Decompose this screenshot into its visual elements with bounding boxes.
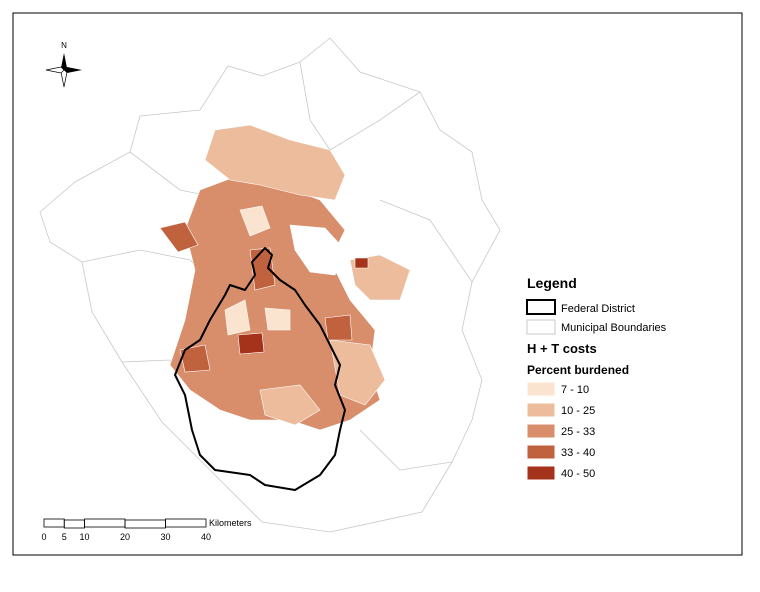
area-10-25 [259,384,321,426]
legend: Legend Federal District Municipal Bounda… [526,275,667,481]
legend-subtitle: H + T costs [527,341,597,356]
area-40-50 [237,332,265,355]
north-arrow: N [45,41,82,88]
arrow-part [64,67,82,73]
area-40-50 [354,257,369,269]
scale-segment [165,518,207,528]
area-10-25 [329,339,386,406]
scale-tick-label: 0 [41,532,46,542]
area-33-40 [324,314,353,341]
legend-swatch [526,444,556,460]
municipal-line [299,61,331,151]
legend-label: Federal District [561,303,635,315]
scale-tick-label: 40 [201,532,211,542]
legend-swatch [526,465,556,481]
area-33-40 [179,344,211,373]
north-label: N [61,41,67,50]
legend-swatch-municipal [526,319,556,335]
legend-swatch-federal [526,299,556,315]
municipal-line [359,429,453,471]
legend-label: 33 - 40 [561,447,595,459]
area-7-10 [224,299,251,336]
municipal-line [379,199,473,283]
scale-tick-label: 10 [79,532,89,542]
burden-areas [159,124,411,431]
legend-swatch [526,423,556,439]
arrow-part [61,53,67,70]
legend-swatch [526,402,556,418]
scale-tick-label: 30 [160,532,170,542]
legend-label: 25 - 33 [561,426,595,438]
legend-label: Municipal Boundaries [561,322,667,334]
legend-swatch [526,381,556,397]
legend-title: Legend [527,275,577,291]
federal-district-outline [174,247,346,491]
area-10-25 [204,124,346,201]
legend-label: 10 - 25 [561,405,595,417]
area-7-10 [239,205,271,237]
area-7-10 [264,307,291,331]
legend-label: 40 - 50 [561,468,595,480]
legend-label: 7 - 10 [561,384,589,396]
legend-class-title: Percent burdened [527,363,629,377]
unshaded-area [289,224,346,276]
scale-tick-label: 20 [120,532,130,542]
area-33-40 [159,221,199,253]
scale-bar: Kilometers 0 5 10 20 30 40 [41,518,252,542]
scale-tick-label: 5 [62,532,67,542]
scale-unit: Kilometers [209,518,252,528]
